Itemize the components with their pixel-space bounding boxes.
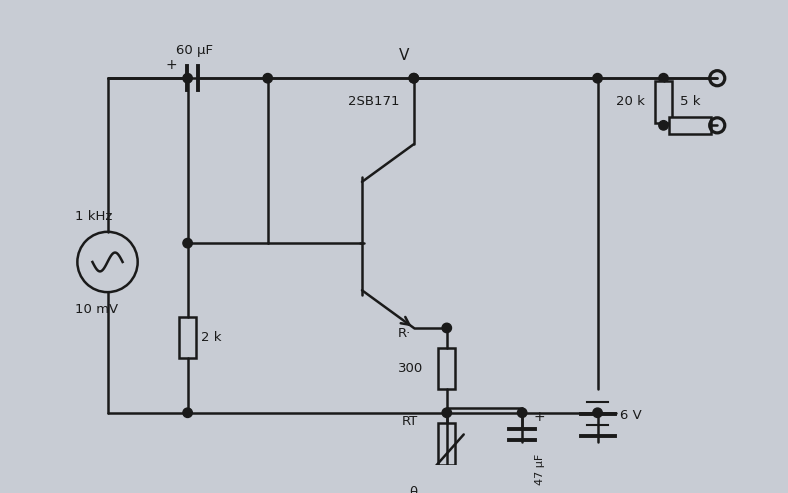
Circle shape xyxy=(183,408,192,418)
Text: 47 μF: 47 μF xyxy=(535,453,545,485)
Circle shape xyxy=(263,73,273,83)
Circle shape xyxy=(442,323,452,333)
Text: V: V xyxy=(400,48,410,63)
Bar xyxy=(438,348,455,389)
Text: 10 mV: 10 mV xyxy=(75,303,117,316)
Text: 1 kHz: 1 kHz xyxy=(75,210,112,223)
Circle shape xyxy=(518,408,527,418)
Text: 300: 300 xyxy=(398,362,423,375)
Bar xyxy=(655,81,672,122)
Circle shape xyxy=(409,73,418,83)
Text: 2SB171: 2SB171 xyxy=(348,95,400,108)
Circle shape xyxy=(593,73,602,83)
Text: 2 k: 2 k xyxy=(201,331,221,344)
Circle shape xyxy=(409,73,418,83)
Circle shape xyxy=(659,73,668,83)
Text: RT: RT xyxy=(402,415,418,428)
Text: R·: R· xyxy=(398,327,411,340)
Circle shape xyxy=(593,408,602,418)
Circle shape xyxy=(183,73,192,83)
Circle shape xyxy=(659,121,668,130)
Text: +: + xyxy=(533,410,545,424)
Bar xyxy=(179,317,196,358)
Circle shape xyxy=(183,239,192,248)
Text: 20 k: 20 k xyxy=(616,95,645,108)
Circle shape xyxy=(442,408,452,418)
Text: 60 μF: 60 μF xyxy=(176,44,213,58)
Bar xyxy=(438,423,455,464)
Bar xyxy=(669,117,711,134)
Text: +: + xyxy=(165,58,177,72)
Text: 6 V: 6 V xyxy=(620,409,642,422)
Text: θ: θ xyxy=(409,486,417,493)
Text: 5 k: 5 k xyxy=(680,95,701,108)
